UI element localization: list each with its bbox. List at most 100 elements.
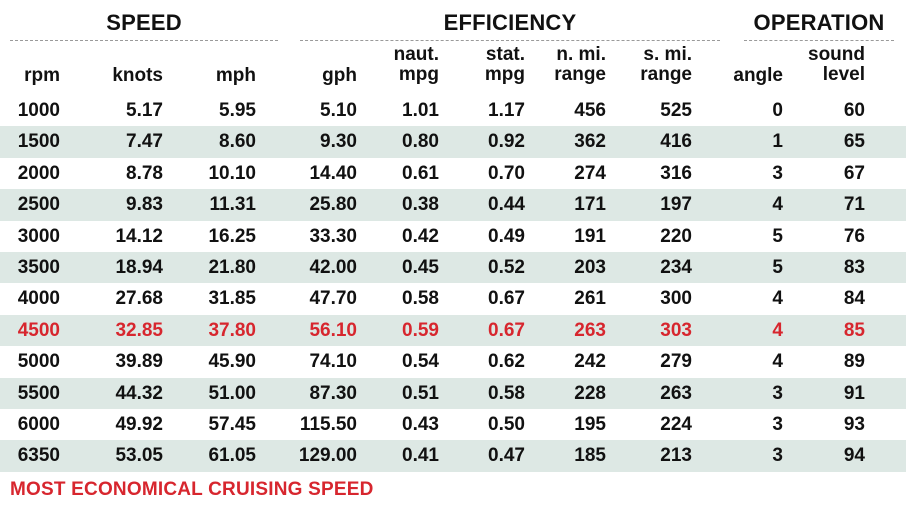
table-cell: 4 (772, 288, 783, 310)
table-cell: 4 (772, 319, 783, 341)
table-cell: 316 (660, 162, 692, 184)
table-cell: 242 (574, 351, 606, 373)
table-cell: 0.54 (402, 351, 439, 373)
column-header-2: mph (215, 65, 256, 86)
table-cell: 5 (772, 225, 783, 247)
table-cell: 33.30 (309, 225, 357, 247)
table-cell: 11.31 (209, 194, 257, 216)
table-cell: 37.80 (208, 319, 256, 341)
table-cell: 3 (772, 162, 783, 184)
table-cell: 76 (843, 225, 865, 247)
table-cell: 42.00 (309, 256, 357, 278)
table-cell: 2500 (17, 194, 60, 216)
table-cell: 10.10 (208, 162, 256, 184)
table-cell: 171 (574, 194, 606, 216)
section-rule-speed (10, 40, 278, 41)
table-cell: 8.78 (126, 162, 163, 184)
table-cell: 91 (843, 382, 865, 404)
table-cell: 56.10 (309, 319, 357, 341)
table-cell: 27.68 (115, 288, 163, 310)
table-cell: 14.12 (115, 225, 163, 247)
table-cell: 224 (660, 413, 692, 435)
table-cell: 525 (660, 100, 692, 121)
table-row: 5000 39.89 45.90 74.10 0.54 0.62 242 279 4 89 (0, 346, 906, 377)
table-cell: 5.95 (219, 100, 256, 121)
table-cell: 234 (660, 256, 692, 278)
table-cell: 0.38 (402, 194, 439, 216)
table-cell: 0 (772, 100, 783, 121)
table-cell: 47.70 (309, 288, 357, 310)
table-cell: 4 (772, 194, 783, 216)
table-cell: 4000 (17, 288, 60, 310)
table-cell: 195 (574, 413, 606, 435)
table-cell: 203 (574, 256, 606, 278)
table-cell: 0.58 (488, 382, 525, 404)
table-cell: 6000 (17, 413, 60, 435)
table-row: 4000 27.68 31.85 47.70 0.58 0.67 261 300 4 84 (0, 283, 906, 314)
table-cell: 31.85 (208, 288, 256, 310)
table-cell: 1.17 (488, 100, 525, 121)
table-cell: 53.05 (115, 445, 163, 467)
table-cell: 16.25 (208, 225, 256, 247)
table-cell: 0.50 (488, 413, 525, 435)
table-cell: 0.45 (402, 256, 439, 278)
table-cell: 0.92 (488, 131, 525, 153)
table-row: 1000 5.17 5.95 5.10 1.01 1.17 456 525 0 60 (0, 95, 906, 126)
table-cell: 9.30 (320, 131, 357, 153)
table-cell: 61.05 (208, 445, 256, 467)
table-row: 3500 18.94 21.80 42.00 0.45 0.52 203 234 5 83 (0, 251, 906, 284)
table-cell: 0.49 (488, 225, 525, 247)
table-cell: 416 (660, 131, 692, 153)
table-cell: 87.30 (309, 382, 357, 404)
table-cell: 83 (843, 256, 865, 278)
table-row: 3000 14.12 16.25 33.30 0.42 0.49 191 220 5 76 (0, 221, 906, 252)
table-cell: 0.51 (402, 382, 439, 404)
column-header-3: gph (322, 65, 357, 86)
column-header-1: knots (112, 65, 163, 86)
table-cell: 1 (772, 131, 783, 153)
table-cell: 5500 (17, 382, 60, 404)
table-cell: 213 (660, 445, 692, 467)
column-header-5: stat. mpg (484, 44, 525, 85)
table-body: 1000 5.17 5.95 5.10 1.01 1.17 456 525 0 60 1500 7.4… (0, 95, 906, 472)
table-cell: 197 (660, 194, 692, 216)
table-cell: 8.60 (219, 131, 256, 153)
table-cell: 1000 (17, 100, 60, 121)
table-cell: 94 (843, 445, 865, 467)
table-row: 6350 53.05 61.05 129.00 0.41 0.47 185 213 3 94 (0, 440, 906, 472)
table-cell: 228 (574, 382, 606, 404)
table-cell: 74.10 (309, 351, 357, 373)
table-row: 6000 49.92 57.45 115.50 0.43 0.50 195 224 3 93 (0, 409, 906, 440)
column-header-7: s. mi. range (640, 44, 692, 85)
table-cell: 0.80 (402, 131, 439, 153)
table-cell: 71 (843, 194, 865, 216)
table-cell: 18.94 (115, 256, 163, 278)
table-cell: 0.67 (488, 288, 525, 310)
column-header-9: sound level (808, 44, 865, 85)
table-cell: 303 (660, 319, 692, 341)
table-cell: 4500 (17, 319, 60, 341)
table-cell: 261 (574, 288, 606, 310)
table-cell: 51.00 (208, 382, 256, 404)
table-row: 1500 7.47 8.60 9.30 0.80 0.92 362 416 1 65 (0, 126, 906, 158)
table-cell: 3 (772, 445, 783, 467)
table-cell: 67 (843, 162, 865, 184)
column-header-4: naut. mpg (393, 44, 439, 85)
table-cell: 0.59 (402, 319, 439, 341)
table-cell: 5000 (17, 351, 60, 373)
table-cell: 3500 (17, 256, 60, 278)
table-row: 2000 8.78 10.10 14.40 0.61 0.70 274 316 3 67 (0, 158, 906, 189)
table-cell: 115.50 (299, 413, 357, 435)
table-cell: 0.42 (402, 225, 439, 247)
table-cell: 0.67 (488, 319, 525, 341)
table-cell: 129.00 (298, 445, 357, 467)
table-cell: 9.83 (126, 194, 163, 216)
table-cell: 44.32 (115, 382, 163, 404)
table-cell: 5 (772, 256, 783, 278)
table-cell: 93 (843, 413, 865, 435)
section-title-speed: SPEED (106, 10, 182, 35)
table-cell: 0.44 (488, 194, 525, 216)
table-cell: 3000 (17, 225, 60, 247)
table-row: 2500 9.83 11.31 25.80 0.38 0.44 171 197 4 71 (0, 189, 906, 221)
table-cell: 274 (574, 162, 606, 184)
